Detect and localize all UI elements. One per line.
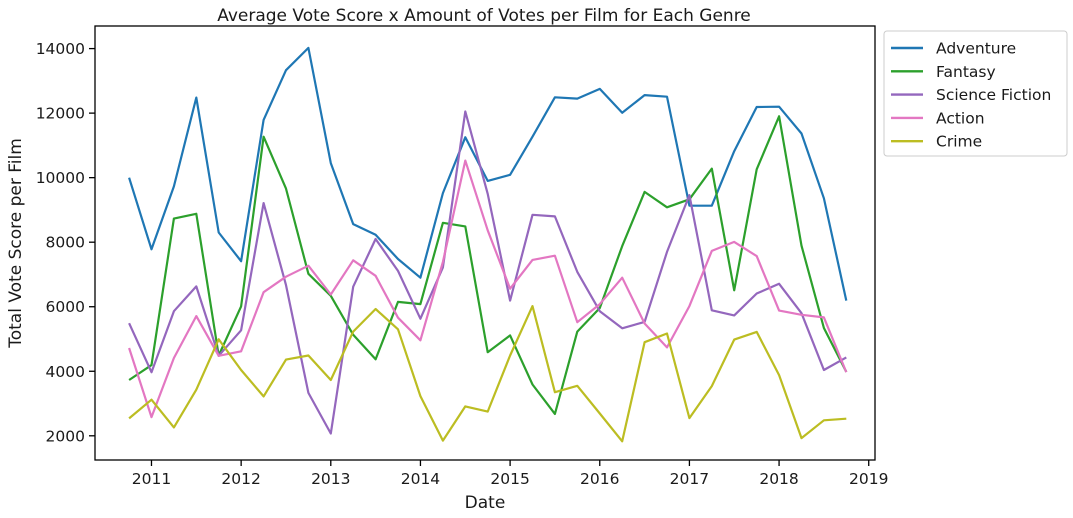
series-line-science-fiction: [128, 110, 847, 435]
y-tick-label: 6000: [46, 298, 85, 316]
legend-label-science-fiction: Science Fiction: [936, 86, 1051, 104]
y-tick-label: 2000: [46, 427, 85, 445]
y-tick-label: 10000: [36, 169, 85, 187]
x-tick-label: 2019: [849, 470, 888, 488]
series-line-adventure: [128, 46, 848, 301]
series-line-action: [128, 159, 848, 419]
legend: Adventure Fantasy Science Fiction Action Cri…: [883, 30, 1068, 157]
x-tick-label: 2018: [759, 470, 798, 488]
x-axis-label: Date: [465, 493, 506, 513]
x-tick-label: 2014: [401, 470, 440, 488]
x-tick-label: 2017: [670, 470, 709, 488]
legend-label-action: Action: [936, 109, 985, 127]
chart-title: Average Vote Score x Amount of Votes per…: [217, 6, 751, 26]
legend-label-adventure: Adventure: [936, 40, 1016, 58]
y-tick-label: 4000: [46, 363, 85, 381]
y-tick-label: 8000: [46, 234, 85, 252]
x-tick-label: 2011: [132, 470, 171, 488]
legend-label-fantasy: Fantasy: [936, 63, 996, 81]
x-axis-ticks: 2011 2012 2013 2014 2015 2016 2017 2018 2019: [132, 460, 888, 488]
legend-box: [883, 30, 1068, 157]
y-tick-label: 14000: [36, 40, 85, 58]
x-tick-label: 2016: [580, 470, 619, 488]
y-tick-label: 12000: [36, 105, 85, 123]
plot-area: [128, 46, 848, 443]
plot-frame: [94, 25, 876, 461]
y-axis-label: Total Vote Score per Film: [6, 138, 26, 349]
legend-label-crime: Crime: [936, 133, 982, 151]
x-tick-label: 2013: [311, 470, 350, 488]
series-line-crime: [128, 305, 847, 443]
y-axis-ticks: 2000 4000 6000 8000 10000 12000 14000: [36, 40, 95, 445]
x-tick-label: 2012: [221, 470, 260, 488]
series-line-fantasy: [128, 115, 848, 415]
x-tick-label: 2015: [490, 470, 529, 488]
